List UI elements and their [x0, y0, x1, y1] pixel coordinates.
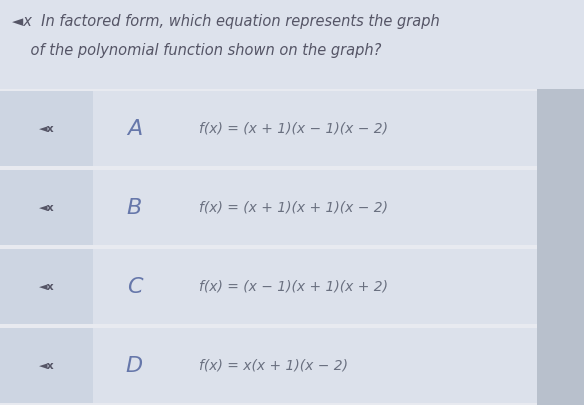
FancyBboxPatch shape [0, 249, 537, 324]
Text: f(x) = (x + 1)(x + 1)(x − 2): f(x) = (x + 1)(x + 1)(x − 2) [199, 200, 388, 215]
FancyBboxPatch shape [0, 91, 93, 166]
Text: of the polynomial function shown on the graph?: of the polynomial function shown on the … [12, 43, 381, 58]
Text: D: D [126, 356, 143, 375]
FancyBboxPatch shape [0, 170, 537, 245]
FancyBboxPatch shape [0, 0, 584, 89]
FancyBboxPatch shape [0, 328, 537, 403]
FancyBboxPatch shape [0, 328, 93, 403]
FancyBboxPatch shape [0, 170, 93, 245]
Text: f(x) = (x − 1)(x + 1)(x + 2): f(x) = (x − 1)(x + 1)(x + 2) [199, 279, 388, 294]
Text: ◄x: ◄x [39, 281, 54, 292]
Text: ◄x  In factored form, which equation represents the graph: ◄x In factored form, which equation repr… [12, 14, 439, 29]
Text: C: C [127, 277, 142, 296]
Text: f(x) = (x + 1)(x − 1)(x − 2): f(x) = (x + 1)(x − 1)(x − 2) [199, 122, 388, 136]
FancyBboxPatch shape [0, 249, 93, 324]
Text: A: A [127, 119, 142, 139]
Text: B: B [127, 198, 142, 217]
Text: ◄x: ◄x [39, 202, 54, 213]
Text: f(x) = x(x + 1)(x − 2): f(x) = x(x + 1)(x − 2) [199, 358, 347, 373]
FancyBboxPatch shape [0, 91, 537, 166]
FancyBboxPatch shape [537, 89, 584, 405]
Text: ◄x: ◄x [39, 360, 54, 371]
Text: ◄x: ◄x [39, 124, 54, 134]
